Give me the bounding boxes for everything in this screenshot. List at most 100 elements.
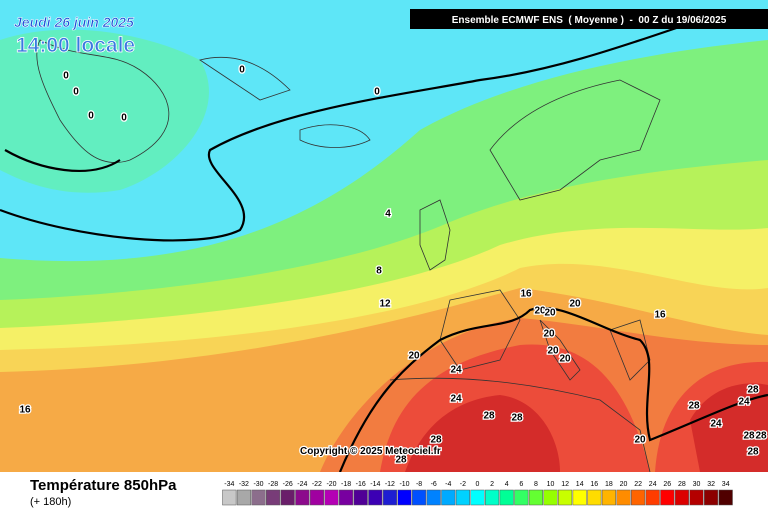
band-azores: [0, 376, 30, 420]
contour-label: 0: [63, 71, 69, 82]
scale-swatch: [441, 489, 456, 506]
contour-label: 20: [544, 308, 556, 319]
contour-label: 20: [547, 346, 559, 357]
scale-swatch: [266, 489, 281, 506]
local-time: 14:00 locale: [16, 34, 135, 57]
contour-label: 4: [385, 209, 391, 220]
scale-label: 24: [649, 481, 657, 488]
date: Jeudi 26 juin 2025: [14, 14, 134, 30]
scale-swatch: [543, 489, 558, 506]
scale-swatch: [485, 489, 500, 506]
scale-swatch: [514, 489, 529, 506]
isotherm-20: [338, 306, 768, 473]
contour-label: 28: [395, 455, 407, 466]
coast-iceland: [299, 124, 371, 148]
copyright: Copyright © 2025 Meteociel.fr: [300, 446, 441, 457]
scale-label: -14: [370, 481, 380, 488]
scale-swatch: [601, 489, 616, 506]
contour-label: 20: [408, 351, 420, 362]
contour-label: 0: [88, 111, 94, 122]
scale-label: 28: [678, 481, 686, 488]
coast-scandinavia: [489, 79, 661, 201]
band-darkred: [405, 395, 560, 472]
scale-label: 14: [576, 481, 584, 488]
scale-swatch: [382, 489, 397, 506]
coast-italy: [539, 319, 581, 381]
scale-swatch: [704, 489, 719, 506]
scale-label: 32: [707, 481, 715, 488]
scale-swatch: [222, 489, 237, 506]
coast-africa: [389, 377, 651, 473]
coast-arctic: [199, 56, 291, 101]
scale-label: -16: [356, 481, 366, 488]
contour-label: 20: [634, 435, 646, 446]
color-scale: -34 -32 -30 -28 -26 -24 -22 -20 -18 -16 -14 -12 -10-…: [222, 481, 733, 506]
scale-swatch: [397, 489, 412, 506]
coast-greenland: [36, 39, 170, 163]
scale-swatch: [674, 489, 689, 506]
scale-label: 12: [561, 481, 569, 488]
scale-swatch: [236, 489, 251, 506]
contour-label: 0: [239, 65, 245, 76]
contour-label: 28: [483, 411, 495, 422]
contour-label: 20: [569, 299, 581, 310]
contour-label: 20: [534, 306, 546, 317]
scale-label: 2: [490, 481, 494, 488]
contour-label: 28: [511, 413, 523, 424]
scale-label: 8: [534, 481, 538, 488]
scale-swatch: [558, 489, 573, 506]
scale-swatch: [470, 489, 485, 506]
scale-label: -28: [268, 481, 278, 488]
scale-swatch: [412, 489, 427, 506]
scale-label: 26: [663, 481, 671, 488]
contour-label: 24: [450, 394, 462, 405]
contour-label: 16: [520, 289, 532, 300]
scale-label: -24: [297, 481, 307, 488]
scale-label: 18: [605, 481, 613, 488]
contour-label: 0: [73, 87, 79, 98]
contour-lines: [0, 18, 768, 473]
scale-label: -22: [312, 481, 322, 488]
scale-swatch: [280, 489, 295, 506]
scale-swatch: [368, 489, 383, 506]
scale-label: 16: [590, 481, 598, 488]
scale-swatch: [528, 489, 543, 506]
scale-label: -30: [253, 481, 263, 488]
contour-label: 0: [121, 113, 127, 124]
scale-swatch: [499, 489, 514, 506]
scale-swatch: [353, 489, 368, 506]
model-box: [410, 9, 768, 29]
scale-label: -26: [283, 481, 293, 488]
scale-label: -6: [431, 481, 437, 488]
scale-swatch: [455, 489, 470, 506]
contour-label: 24: [738, 397, 750, 408]
scale-swatch: [587, 489, 602, 506]
scale-swatch: [718, 489, 733, 506]
contour-label: 20: [543, 329, 555, 340]
contour-label: 16: [654, 310, 666, 321]
scale-label: 6: [519, 481, 523, 488]
contour-label: 20: [559, 354, 571, 365]
scale-label: 22: [634, 481, 642, 488]
scale-label: -12: [385, 481, 395, 488]
contour-label: 28: [688, 401, 700, 412]
scale-label: 34: [722, 481, 730, 488]
coast-britain: [419, 199, 451, 271]
scale-label: -18: [341, 481, 351, 488]
isotherm-0: [0, 18, 701, 242]
scale-label: -2: [460, 481, 466, 488]
scale-swatch: [645, 489, 660, 506]
scale-swatch: [251, 489, 266, 506]
contour-label: 28: [747, 385, 759, 396]
scale-label: -8: [416, 481, 422, 488]
scale-label: -32: [239, 481, 249, 488]
scale-label: 20: [620, 481, 628, 488]
contour-label: 28: [430, 435, 442, 446]
scale-label: -34: [224, 481, 234, 488]
scale-swatch: [631, 489, 646, 506]
scale-label: 0: [476, 481, 480, 488]
scale-label: -4: [445, 481, 451, 488]
contour-label: 16: [19, 405, 31, 416]
model-run: Ensemble ECMWF ENS ( Moyenne ) - 00 Z du…: [452, 15, 727, 26]
